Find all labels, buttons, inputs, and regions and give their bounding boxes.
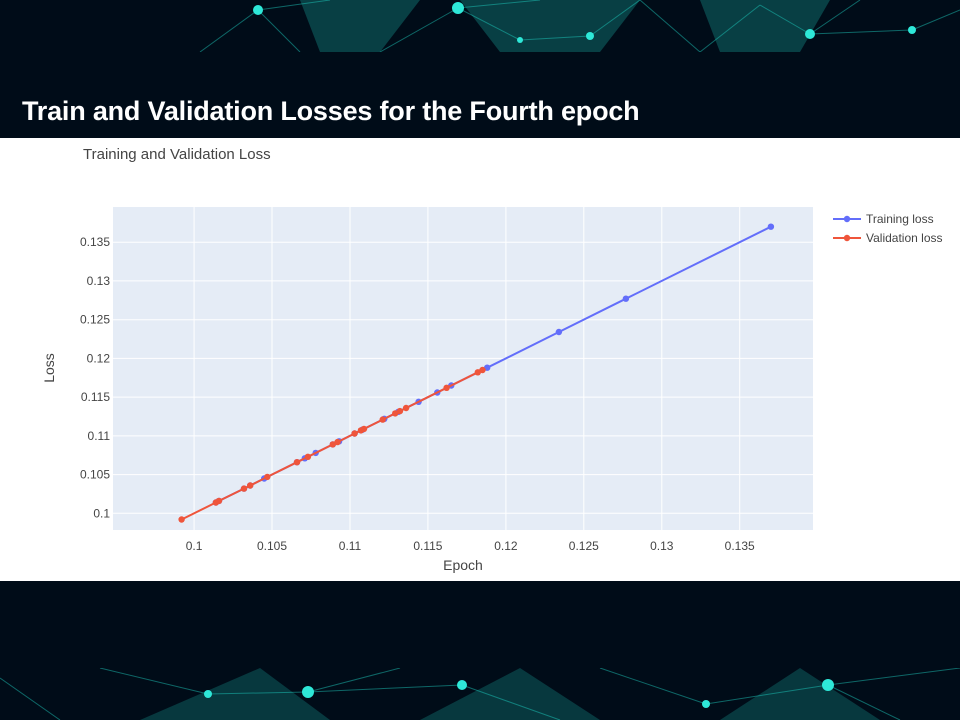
x-axis-label: Epoch: [443, 557, 483, 573]
y-tick-label: 0.135: [80, 235, 110, 249]
x-tick-label: 0.105: [257, 539, 287, 553]
training-loss-point[interactable]: [555, 328, 563, 336]
plot-area: [113, 207, 813, 530]
validation-loss-point[interactable]: [334, 438, 341, 446]
legend-marker-validation: [843, 234, 851, 242]
x-tick-label: 0.13: [650, 539, 674, 553]
y-tick-label: 0.105: [80, 468, 110, 482]
x-tick-label: 0.1: [186, 539, 203, 553]
chart-title: Training and Validation Loss: [83, 146, 271, 163]
validation-loss-point[interactable]: [293, 459, 301, 466]
training-loss-point[interactable]: [767, 223, 775, 230]
x-tick-label: 0.125: [569, 539, 599, 553]
series-layer: [178, 223, 775, 523]
validation-loss-point[interactable]: [351, 430, 358, 437]
x-tick-label: 0.12: [494, 539, 518, 553]
validation-loss-point[interactable]: [264, 473, 271, 481]
validation-loss-point[interactable]: [396, 407, 404, 415]
legend-label-training: Training loss: [866, 212, 934, 226]
y-tick-label: 0.12: [87, 351, 111, 365]
y-tick-label: 0.13: [87, 274, 111, 288]
y-axis-label: Loss: [41, 353, 57, 383]
y-tick-label: 0.11: [88, 429, 111, 443]
y-tick-label: 0.115: [81, 390, 110, 404]
network-decoration-bottom: [0, 668, 960, 720]
validation-loss-point[interactable]: [379, 416, 386, 423]
tick-labels: 0.1 0.105 0.11 0.115 0.12 0.125 0.13 0.135 0.1 0.…: [80, 235, 755, 553]
legend-item-validation[interactable]: Validation loss: [833, 231, 943, 245]
validation-loss-point[interactable]: [178, 516, 185, 523]
validation-loss-point[interactable]: [479, 366, 486, 374]
loss-chart: Training and Validation Loss 0.1 0.105 0.1…: [41, 146, 943, 573]
validation-loss-point[interactable]: [304, 453, 312, 460]
legend: Training loss Validation loss: [833, 212, 943, 245]
chart-panel: Training and Validation Loss 0.1 0.105 0.1…: [0, 138, 960, 581]
x-tick-label: 0.135: [725, 539, 755, 553]
x-tick-label: 0.115: [413, 539, 442, 553]
validation-loss-point[interactable]: [247, 482, 254, 489]
validation-loss-point[interactable]: [215, 497, 223, 505]
validation-loss-point[interactable]: [402, 404, 410, 412]
legend-marker-training: [843, 215, 851, 223]
slide-title: Train and Validation Losses for the Four…: [22, 96, 640, 126]
validation-loss-point[interactable]: [360, 425, 368, 433]
validation-loss-point[interactable]: [240, 485, 248, 492]
legend-label-validation: Validation loss: [866, 231, 943, 245]
validation-loss-point[interactable]: [443, 384, 450, 391]
x-tick-label: 0.11: [339, 539, 362, 553]
y-tick-label: 0.1: [93, 506, 110, 520]
training-loss-point[interactable]: [622, 295, 630, 302]
network-decoration-top: [199, 0, 960, 52]
grid: [113, 207, 813, 530]
y-tick-label: 0.125: [80, 313, 110, 327]
legend-item-training[interactable]: Training loss: [833, 212, 934, 226]
